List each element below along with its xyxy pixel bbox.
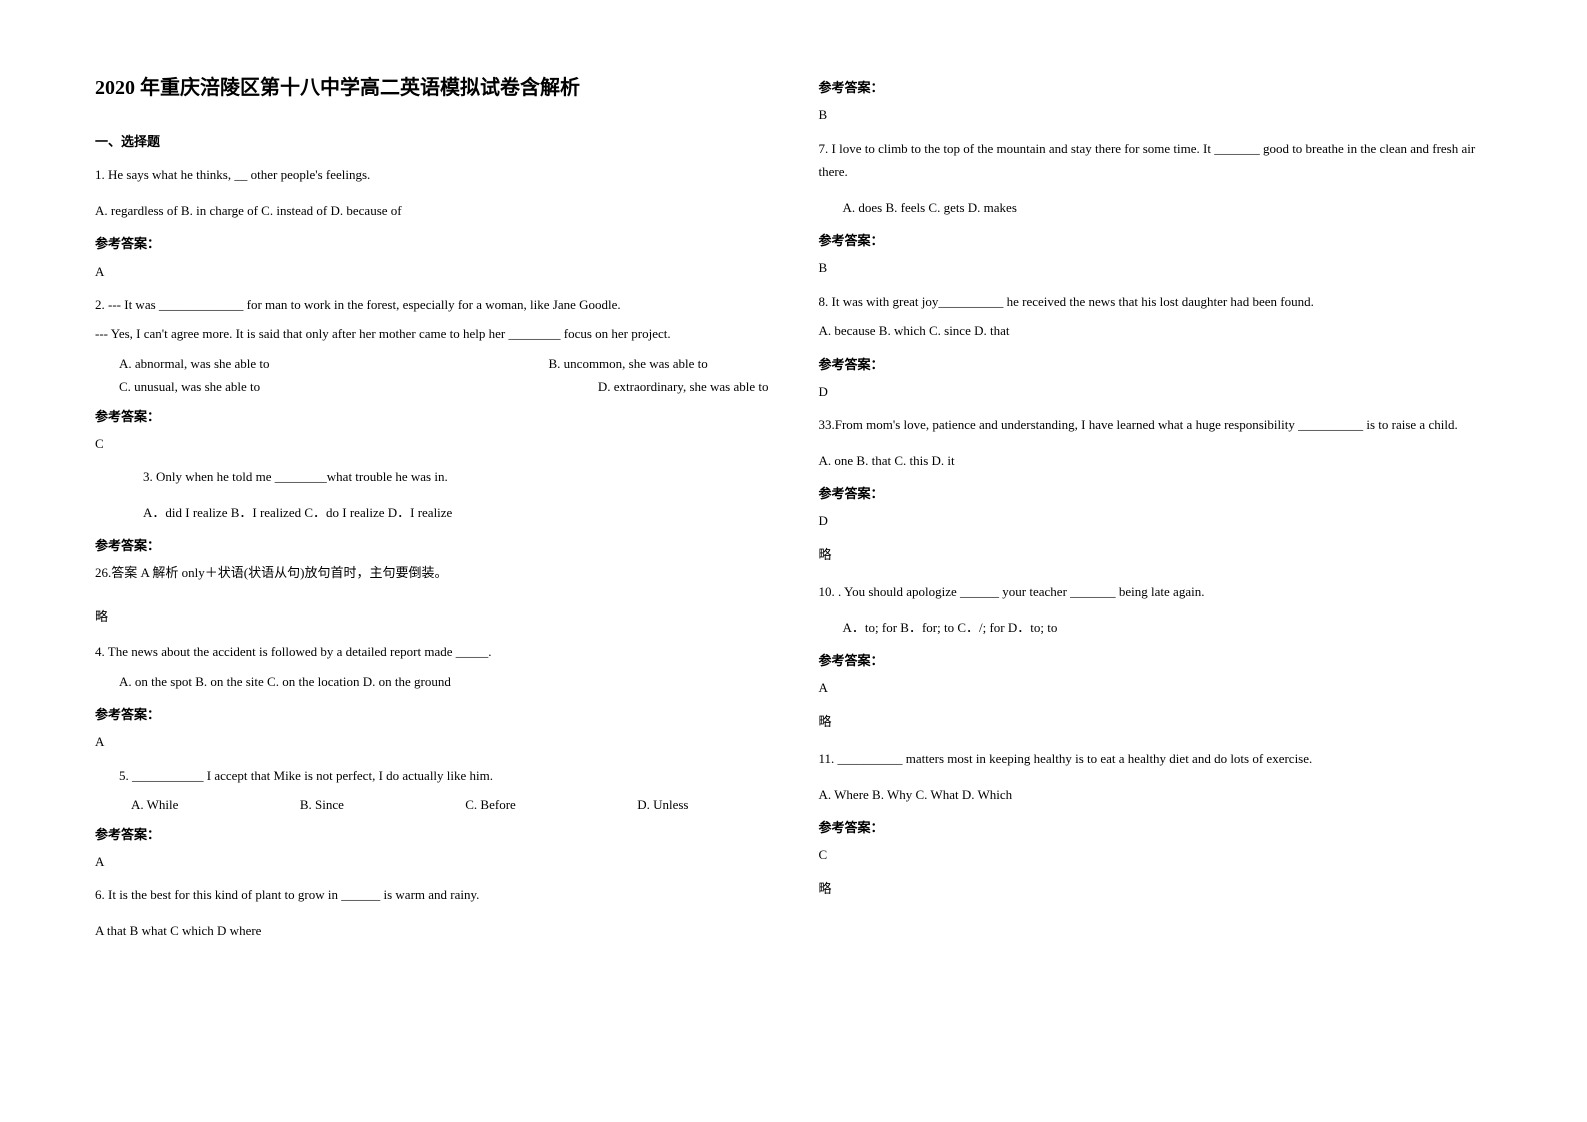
q2-option-c: C. unusual, was she able to: [119, 375, 260, 398]
q5-option-d: D. Unless: [637, 793, 768, 816]
question-4-text: 4. The news about the accident is follow…: [95, 640, 769, 663]
answer-7: B: [819, 256, 1493, 279]
question-8-text: 8. It was with great joy__________ he re…: [819, 290, 1493, 313]
answer-label-11: 参考答案：: [819, 816, 1493, 839]
answer-6: B: [819, 103, 1493, 126]
question-7-options: A. does B. feels C. gets D. makes: [819, 196, 1493, 219]
question-10-text: 10. . You should apologize ______ your t…: [819, 580, 1493, 603]
answer-1: A: [95, 260, 769, 283]
answer-10: A: [819, 676, 1493, 699]
question-10-options: A．to; for B．for; to C．/; for D．to; to: [819, 616, 1493, 639]
answer-9: D: [819, 509, 1493, 532]
question-2-line1: 2. --- It was _____________ for man to w…: [95, 293, 769, 316]
question-1-options: A. regardless of B. in charge of C. inst…: [95, 199, 769, 222]
question-5-text: 5. ___________ I accept that Mike is not…: [95, 764, 769, 787]
question-4-options: A. on the spot B. on the site C. on the …: [95, 670, 769, 693]
question-8-options: A. because B. which C. since D. that: [819, 319, 1493, 342]
answer-label-1: 参考答案：: [95, 232, 769, 255]
note-3: 略: [95, 605, 769, 628]
note-9: 略: [819, 543, 1493, 566]
answer-5: A: [95, 850, 769, 873]
answer-label-10: 参考答案：: [819, 649, 1493, 672]
question-2-options-row1: A. abnormal, was she able to B. uncommon…: [95, 352, 769, 375]
question-3-options: A．did I realize B．I realized C．do I real…: [95, 501, 769, 524]
q2-option-a: A. abnormal, was she able to: [119, 352, 270, 375]
question-6-options: A that B what C which D where: [95, 919, 769, 942]
answer-label-4: 参考答案：: [95, 703, 769, 726]
answer-label-2: 参考答案：: [95, 405, 769, 428]
answer-8: D: [819, 380, 1493, 403]
q5-option-c: C. Before: [465, 793, 516, 816]
right-column: 参考答案： B 7. I love to climb to the top of…: [819, 70, 1493, 1052]
answer-label-7: 参考答案：: [819, 229, 1493, 252]
note-10: 略: [819, 710, 1493, 733]
answer-label-5: 参考答案：: [95, 823, 769, 846]
answer-4: A: [95, 730, 769, 753]
answer-2: C: [95, 432, 769, 455]
question-2-line2: --- Yes, I can't agree more. It is said …: [95, 322, 769, 345]
left-column: 2020 年重庆涪陵区第十八中学高二英语模拟试卷含解析 一、选择题 1. He …: [95, 70, 769, 1052]
question-3-text: 3. Only when he told me ________what tro…: [95, 465, 769, 488]
question-1-text: 1. He says what he thinks, __ other peop…: [95, 163, 769, 186]
answer-label-9: 参考答案：: [819, 482, 1493, 505]
q5-option-a: A. While: [131, 793, 178, 816]
question-5-options: A. While B. Since C. Before D. Unless: [95, 793, 769, 816]
question-11-text: 11. __________ matters most in keeping h…: [819, 747, 1493, 770]
answer-label-6: 参考答案：: [819, 76, 1493, 99]
answer-11: C: [819, 843, 1493, 866]
question-7-text: 7. I love to climb to the top of the mou…: [819, 137, 1493, 184]
q2-option-b: B. uncommon, she was able to: [549, 352, 769, 375]
answer-label-3: 参考答案：: [95, 534, 769, 557]
section-header: 一、选择题: [95, 130, 769, 153]
question-2-options-row2: C. unusual, was she able to D. extraordi…: [95, 375, 769, 398]
answer-3: 26.答案 A 解析 only＋状语(状语从句)放句首时，主句要倒装。: [95, 561, 769, 584]
question-9-text: 33.From mom's love, patience and underst…: [819, 413, 1493, 436]
question-6-text: 6. It is the best for this kind of plant…: [95, 883, 769, 906]
note-11: 略: [819, 877, 1493, 900]
question-9-options: A. one B. that C. this D. it: [819, 449, 1493, 472]
document-title: 2020 年重庆涪陵区第十八中学高二英语模拟试卷含解析: [95, 70, 769, 106]
q2-option-d: D. extraordinary, she was able to: [598, 375, 769, 398]
answer-label-8: 参考答案：: [819, 353, 1493, 376]
q5-option-b: B. Since: [300, 793, 344, 816]
question-11-options: A. Where B. Why C. What D. Which: [819, 783, 1493, 806]
